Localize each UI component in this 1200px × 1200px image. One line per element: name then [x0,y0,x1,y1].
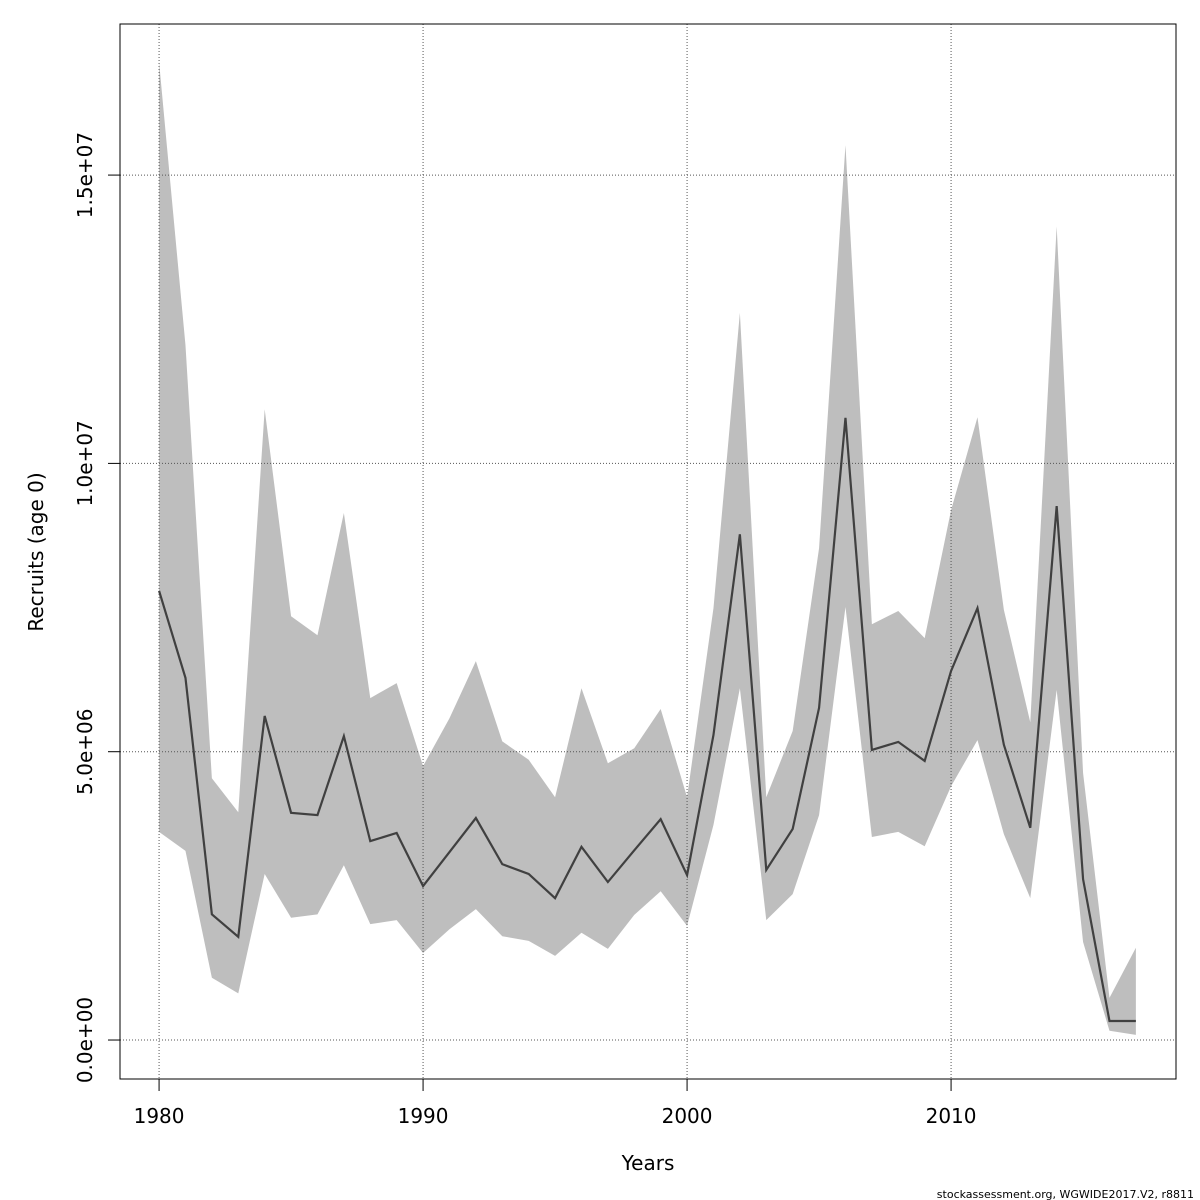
x-axis-label: Years [621,1151,675,1175]
y-tick-label: 5.0e+06 [73,709,97,795]
x-tick-label: 1990 [398,1104,449,1128]
x-tick-label: 2000 [662,1104,713,1128]
x-tick-label: 2010 [926,1104,977,1128]
footer: stockassessment.org, WGWIDE2017.V2, r881… [937,1188,1194,1200]
line [158,417,1136,1023]
y-tick-label: 1.0e+07 [73,420,97,506]
y-axis-label: Recruits (age 0) [24,472,48,631]
plot-frame [119,23,1177,1080]
y-tick-label: 0.0e+00 [73,997,97,1083]
x-tick-label: 1980 [134,1104,185,1128]
y-tick-label: 1.5e+07 [73,132,97,218]
confidence-band [159,62,1136,1035]
